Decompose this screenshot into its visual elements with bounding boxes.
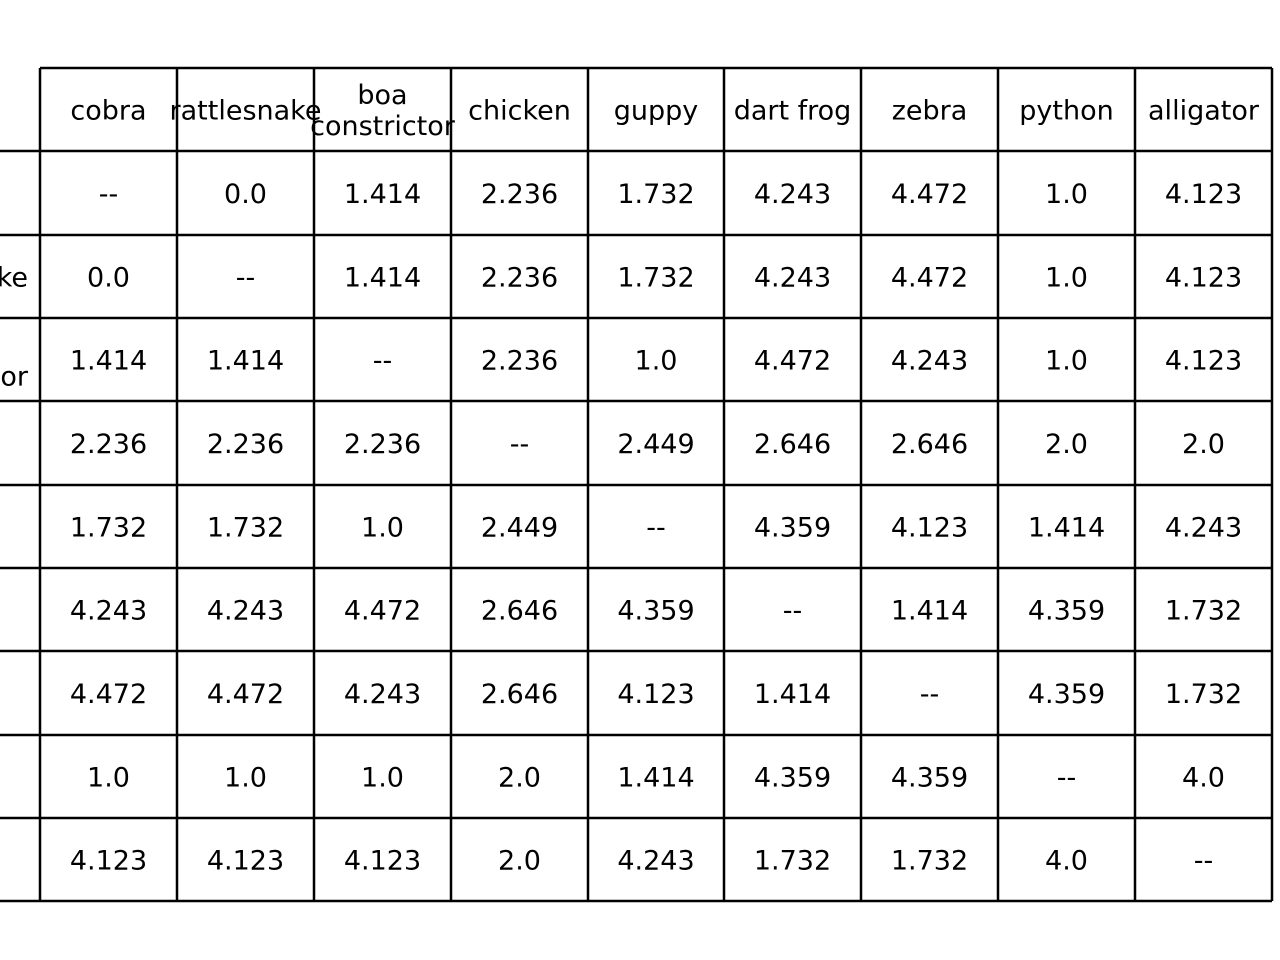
table-cell: 2.646 — [481, 679, 558, 710]
table-cell: 1.0 — [224, 763, 267, 794]
table-cell: 4.472 — [207, 679, 284, 710]
table-cell: 4.472 — [70, 679, 147, 710]
table-text: cobra rattlesnake boa constrictor chicken gup… — [0, 80, 1260, 877]
table-cell: 2.0 — [1045, 429, 1088, 460]
column-header: chicken — [468, 96, 571, 127]
table-cell: 2.236 — [344, 429, 421, 460]
table-cell: 4.123 — [891, 513, 968, 544]
table-cell: 2.0 — [1182, 429, 1225, 460]
table-cell: 4.123 — [1165, 179, 1242, 210]
table-cell: 1.0 — [1045, 346, 1088, 377]
table-cell: 4.472 — [891, 263, 968, 294]
table-cell: -- — [1194, 846, 1214, 877]
table-cell: 4.243 — [344, 679, 421, 710]
row-label-fragment: or — [0, 362, 29, 393]
table-cell: 4.123 — [207, 846, 284, 877]
table-cell: -- — [373, 346, 393, 377]
table-cell: 4.243 — [891, 346, 968, 377]
table-cell: 4.123 — [344, 846, 421, 877]
table-cell: 1.732 — [617, 263, 694, 294]
table-cell: 4.243 — [70, 596, 147, 627]
table-cell: 4.123 — [1165, 346, 1242, 377]
table-cell: -- — [646, 513, 666, 544]
table-cell: 2.236 — [481, 263, 558, 294]
table-cell: -- — [920, 679, 940, 710]
table-cell: 1.0 — [87, 763, 130, 794]
table-cell: 1.732 — [1165, 679, 1242, 710]
table-cell: 4.123 — [617, 679, 694, 710]
table-cell: 1.0 — [635, 346, 678, 377]
table-cell: 4.472 — [754, 346, 831, 377]
table-cell: 1.414 — [617, 763, 694, 794]
table-cell: 2.646 — [754, 429, 831, 460]
table-cell: 1.0 — [361, 513, 404, 544]
table-cell: 1.732 — [207, 513, 284, 544]
table-cell: 1.414 — [207, 346, 284, 377]
table-cell: -- — [236, 263, 256, 294]
table-cell: 2.236 — [481, 346, 558, 377]
grid-lines — [0, 66, 1274, 903]
table-cell: -- — [783, 596, 803, 627]
table-cell: -- — [99, 179, 119, 210]
table-cell: 1.414 — [344, 179, 421, 210]
table-cell: 4.243 — [754, 179, 831, 210]
table-cell: 2.236 — [207, 429, 284, 460]
table-cell: 1.414 — [1028, 513, 1105, 544]
table-cell: 2.0 — [498, 763, 541, 794]
table-cell: 4.359 — [1028, 679, 1105, 710]
table-cell: 1.732 — [754, 846, 831, 877]
table-cell: 2.646 — [891, 429, 968, 460]
table-cell: -- — [510, 429, 530, 460]
table-cell: 4.0 — [1182, 763, 1225, 794]
table-cell: 2.0 — [498, 846, 541, 877]
table-cell: -- — [1057, 763, 1077, 794]
table-cell: 1.414 — [891, 596, 968, 627]
table-cell: 1.414 — [70, 346, 147, 377]
column-header: zebra — [892, 96, 968, 127]
column-header: boa constrictor — [310, 80, 456, 142]
table-cell: 4.472 — [344, 596, 421, 627]
table-cell: 1.732 — [70, 513, 147, 544]
table-cell: 4.359 — [754, 763, 831, 794]
table-cell: 4.359 — [891, 763, 968, 794]
table-cell: 4.123 — [70, 846, 147, 877]
table-cell: 4.472 — [891, 179, 968, 210]
table-cell: 4.243 — [1165, 513, 1242, 544]
table-cell: 1.414 — [754, 679, 831, 710]
table-cell: 4.359 — [754, 513, 831, 544]
column-header: alligator — [1148, 96, 1260, 127]
table-cell: 2.236 — [70, 429, 147, 460]
column-header: guppy — [614, 96, 699, 127]
table-cell: 2.449 — [481, 513, 558, 544]
table-cell: 1.0 — [361, 763, 404, 794]
table-cell: 2.646 — [481, 596, 558, 627]
table-cell: 4.243 — [754, 263, 831, 294]
column-header: dart frog — [734, 96, 852, 127]
table-cell: 4.243 — [617, 846, 694, 877]
table-cell: 0.0 — [87, 263, 130, 294]
table-cell: 4.359 — [617, 596, 694, 627]
row-label-fragment: ke — [0, 263, 28, 294]
table-cell: 1.732 — [891, 846, 968, 877]
table-cell: 1.732 — [1165, 596, 1242, 627]
column-header: rattlesnake — [170, 96, 322, 127]
table-cell: 4.359 — [1028, 596, 1105, 627]
table-cell: 1.732 — [617, 179, 694, 210]
table-cell: 2.449 — [617, 429, 694, 460]
column-header: cobra — [70, 96, 146, 127]
table-cell: 4.0 — [1045, 846, 1088, 877]
table-cell: 2.236 — [481, 179, 558, 210]
table-cell: 1.0 — [1045, 179, 1088, 210]
table-cell: 4.123 — [1165, 263, 1242, 294]
table-cell: 4.243 — [207, 596, 284, 627]
column-header: python — [1019, 96, 1113, 127]
table-cell: 1.0 — [1045, 263, 1088, 294]
table-cell: 1.414 — [344, 263, 421, 294]
table-cell: 0.0 — [224, 179, 267, 210]
